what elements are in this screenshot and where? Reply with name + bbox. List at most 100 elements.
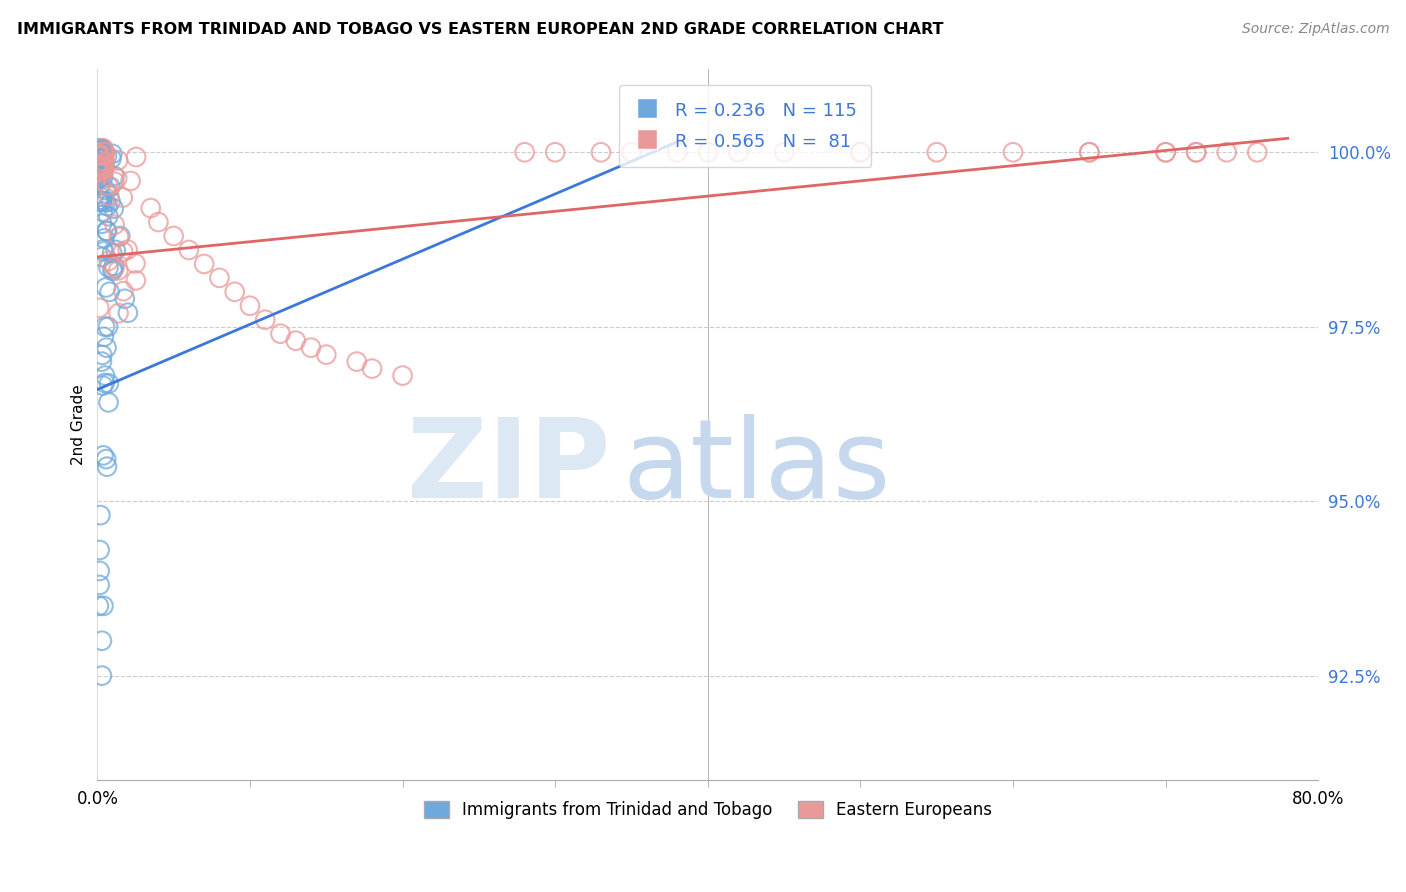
Point [97, 319, 120, 334]
Point [94, 368, 117, 383]
Point [107, 263, 129, 277]
Point [86, 162, 108, 177]
Point [696, 145, 718, 160]
Point [112, 284, 135, 298]
Point [90, 142, 112, 156]
Point [103, 259, 125, 273]
Point [93, 145, 115, 159]
Point [91, 155, 114, 169]
Point [114, 292, 136, 306]
Point [925, 145, 948, 160]
Point [98, 179, 121, 194]
Text: Source: ZipAtlas.com: Source: ZipAtlas.com [1241, 22, 1389, 37]
Point [91, 158, 114, 172]
Point [361, 361, 384, 376]
Point [93, 449, 115, 463]
Point [87, 172, 110, 186]
Point [120, 174, 142, 188]
Point [94, 452, 117, 467]
Point [91, 161, 114, 175]
Point [97, 178, 120, 193]
Point [111, 190, 134, 204]
Point [90, 148, 112, 162]
Point [1215, 145, 1237, 160]
Point [94, 183, 117, 197]
Point [124, 256, 146, 270]
Point [100, 194, 122, 209]
Point [86, 159, 108, 173]
Point [91, 155, 114, 169]
Point [87, 194, 110, 208]
Point [94, 376, 117, 390]
Point [89, 156, 111, 170]
Point [89, 194, 111, 208]
Point [97, 209, 120, 223]
Point [91, 242, 114, 256]
Point [91, 162, 114, 177]
Point [87, 147, 110, 161]
Point [96, 149, 118, 163]
Point [87, 151, 110, 165]
Point [90, 178, 112, 192]
Point [103, 175, 125, 189]
Point [193, 257, 215, 271]
Point [112, 244, 135, 259]
Point [269, 326, 291, 341]
Point [91, 158, 114, 172]
Point [87, 148, 110, 162]
Point [91, 170, 114, 185]
Point [86, 149, 108, 163]
Point [110, 229, 132, 244]
Point [89, 508, 111, 522]
Point [91, 160, 114, 174]
Point [87, 194, 110, 208]
Point [96, 195, 118, 210]
Point [90, 354, 112, 368]
Point [239, 299, 262, 313]
Point [103, 202, 125, 216]
Point [89, 194, 111, 208]
Legend: Immigrants from Trinidad and Tobago, Eastern Europeans: Immigrants from Trinidad and Tobago, Eas… [418, 794, 998, 825]
Point [89, 564, 111, 578]
Point [94, 154, 117, 169]
Point [98, 189, 121, 203]
Point [87, 599, 110, 613]
Point [299, 341, 322, 355]
Point [97, 199, 120, 213]
Point [90, 169, 112, 184]
Point [284, 334, 307, 348]
Point [117, 243, 139, 257]
Point [849, 145, 872, 160]
Point [86, 145, 108, 159]
Point [163, 229, 186, 244]
Point [87, 194, 110, 208]
Point [87, 194, 110, 208]
Point [208, 271, 231, 285]
Point [96, 459, 118, 474]
Point [849, 145, 872, 160]
Point [97, 253, 120, 268]
Point [589, 145, 612, 160]
Point [87, 194, 110, 208]
Point [89, 160, 111, 174]
Point [103, 169, 125, 183]
Point [89, 194, 111, 208]
Point [86, 149, 108, 163]
Text: ZIP: ZIP [406, 414, 610, 521]
Point [91, 204, 114, 219]
Point [97, 260, 120, 275]
Point [89, 143, 111, 157]
Point [90, 194, 112, 208]
Point [91, 145, 114, 160]
Point [86, 165, 108, 179]
Point [544, 145, 567, 160]
Point [1154, 145, 1177, 160]
Point [1185, 145, 1208, 160]
Point [100, 152, 122, 166]
Point [391, 368, 413, 383]
Point [97, 395, 120, 409]
Point [89, 151, 111, 165]
Point [104, 243, 127, 257]
Point [96, 224, 118, 238]
Point [89, 153, 111, 167]
